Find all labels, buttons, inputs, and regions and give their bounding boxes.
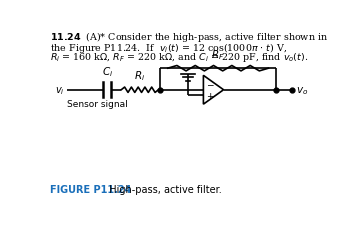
- Text: $R_i$ = 160 k$\Omega$, $R_F$ = 220 k$\Omega$, and $C_i$ = 220 pF, find $v_o(t)$.: $R_i$ = 160 k$\Omega$, $R_F$ = 220 k$\Om…: [50, 51, 308, 64]
- Text: $C_i$: $C_i$: [102, 65, 113, 79]
- Text: the Figure P11.24.  If  $v_i(t)$ = 12 cos(1000$\pi$ $\cdot$ $t$) V,: the Figure P11.24. If $v_i(t)$ = 12 cos(…: [50, 41, 287, 55]
- Text: $v_i$: $v_i$: [55, 85, 65, 96]
- Text: High-pass, active filter.: High-pass, active filter.: [103, 185, 222, 195]
- Text: $R_F$: $R_F$: [211, 48, 225, 62]
- Text: $R_i$: $R_i$: [134, 69, 146, 83]
- Text: Sensor signal: Sensor signal: [67, 100, 128, 109]
- Text: −: −: [206, 80, 213, 89]
- Text: +: +: [206, 91, 213, 100]
- Text: $\mathbf{11.24}$  (A)* Consider the high-pass, active filter shown in: $\mathbf{11.24}$ (A)* Consider the high-…: [50, 30, 328, 44]
- Text: FIGURE P11.24: FIGURE P11.24: [50, 185, 131, 195]
- Text: $v_o$: $v_o$: [296, 85, 308, 96]
